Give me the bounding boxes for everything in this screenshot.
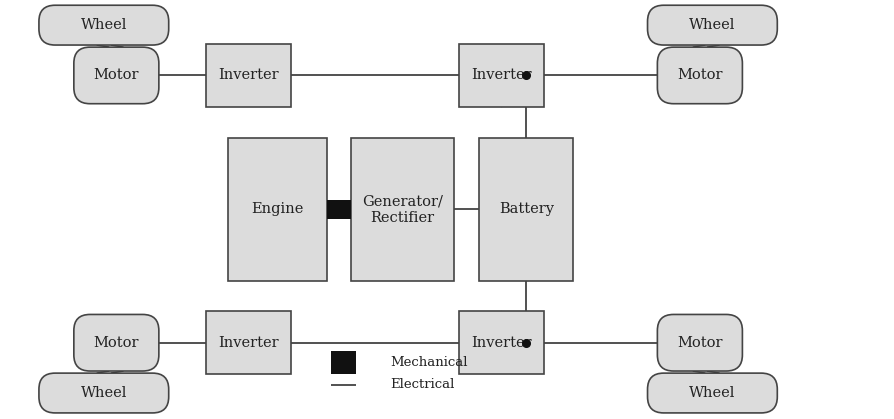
Bar [228, 138, 326, 281]
Text: Motor: Motor [94, 68, 139, 83]
Text: Engine: Engine [251, 202, 303, 217]
Bar [350, 138, 454, 281]
FancyBboxPatch shape [73, 47, 159, 104]
Text: Wheel: Wheel [688, 18, 735, 32]
Bar [207, 311, 291, 374]
Bar [459, 44, 544, 107]
FancyBboxPatch shape [39, 373, 168, 413]
Bar [331, 351, 356, 374]
Text: Inverter: Inverter [218, 336, 279, 350]
Text: Motor: Motor [94, 336, 139, 350]
Bar [479, 138, 572, 281]
Bar [326, 200, 350, 219]
Text: Motor: Motor [677, 336, 721, 350]
Text: Battery: Battery [498, 202, 553, 217]
Text: Inverter: Inverter [470, 68, 531, 83]
Text: Motor: Motor [677, 68, 721, 83]
Text: Wheel: Wheel [688, 386, 735, 400]
Text: Electrical: Electrical [390, 378, 454, 391]
FancyBboxPatch shape [73, 314, 159, 371]
Text: Generator/
Rectifier: Generator/ Rectifier [362, 194, 443, 225]
FancyBboxPatch shape [656, 314, 742, 371]
Bar [459, 311, 544, 374]
FancyBboxPatch shape [656, 47, 742, 104]
Bar [207, 44, 291, 107]
Text: Inverter: Inverter [218, 68, 279, 83]
FancyBboxPatch shape [647, 373, 776, 413]
Text: Inverter: Inverter [470, 336, 531, 350]
Text: Wheel: Wheel [80, 386, 127, 400]
Text: Wheel: Wheel [80, 18, 127, 32]
FancyBboxPatch shape [39, 5, 168, 45]
Text: Mechanical: Mechanical [390, 356, 468, 369]
FancyBboxPatch shape [647, 5, 776, 45]
